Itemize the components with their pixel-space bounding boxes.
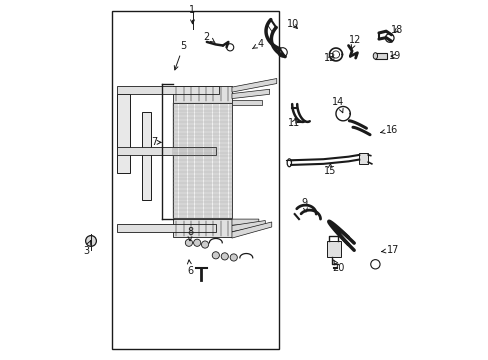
Circle shape xyxy=(212,252,219,259)
Bar xyxy=(359,153,367,164)
Text: 3: 3 xyxy=(83,240,91,256)
Text: 20: 20 xyxy=(331,260,344,273)
Text: 2: 2 xyxy=(203,32,215,42)
Polygon shape xyxy=(172,219,231,237)
Circle shape xyxy=(185,239,192,246)
Text: 4: 4 xyxy=(252,39,263,49)
Polygon shape xyxy=(172,86,231,103)
Polygon shape xyxy=(231,221,265,231)
Text: 15: 15 xyxy=(323,163,335,176)
Text: 19: 19 xyxy=(388,51,401,61)
Text: 11: 11 xyxy=(287,118,300,128)
Bar xyxy=(375,53,386,59)
Text: 14: 14 xyxy=(332,97,344,113)
Text: 1: 1 xyxy=(189,5,195,24)
Circle shape xyxy=(221,253,228,260)
Text: 18: 18 xyxy=(390,25,402,35)
Polygon shape xyxy=(231,222,271,238)
Polygon shape xyxy=(231,78,276,92)
Circle shape xyxy=(85,235,96,246)
Polygon shape xyxy=(142,112,151,200)
Bar xyxy=(117,224,215,232)
Text: 16: 16 xyxy=(380,125,398,135)
Text: 10: 10 xyxy=(286,19,299,29)
Polygon shape xyxy=(172,103,231,218)
Circle shape xyxy=(201,241,208,248)
Text: 17: 17 xyxy=(381,245,399,255)
Circle shape xyxy=(230,254,237,261)
Text: 12: 12 xyxy=(348,35,361,49)
Text: 5: 5 xyxy=(174,41,186,70)
Ellipse shape xyxy=(372,53,377,59)
Bar xyxy=(112,12,278,348)
Bar xyxy=(326,241,341,257)
Polygon shape xyxy=(231,219,258,225)
Text: 9: 9 xyxy=(301,198,307,212)
Bar xyxy=(117,86,219,94)
Text: 8: 8 xyxy=(186,227,193,240)
Text: 7: 7 xyxy=(151,138,161,147)
Polygon shape xyxy=(117,94,129,173)
Polygon shape xyxy=(231,100,262,105)
Bar xyxy=(117,147,215,155)
Circle shape xyxy=(193,239,201,246)
Text: 6: 6 xyxy=(186,260,193,276)
Text: 13: 13 xyxy=(324,53,336,63)
Polygon shape xyxy=(231,89,269,99)
